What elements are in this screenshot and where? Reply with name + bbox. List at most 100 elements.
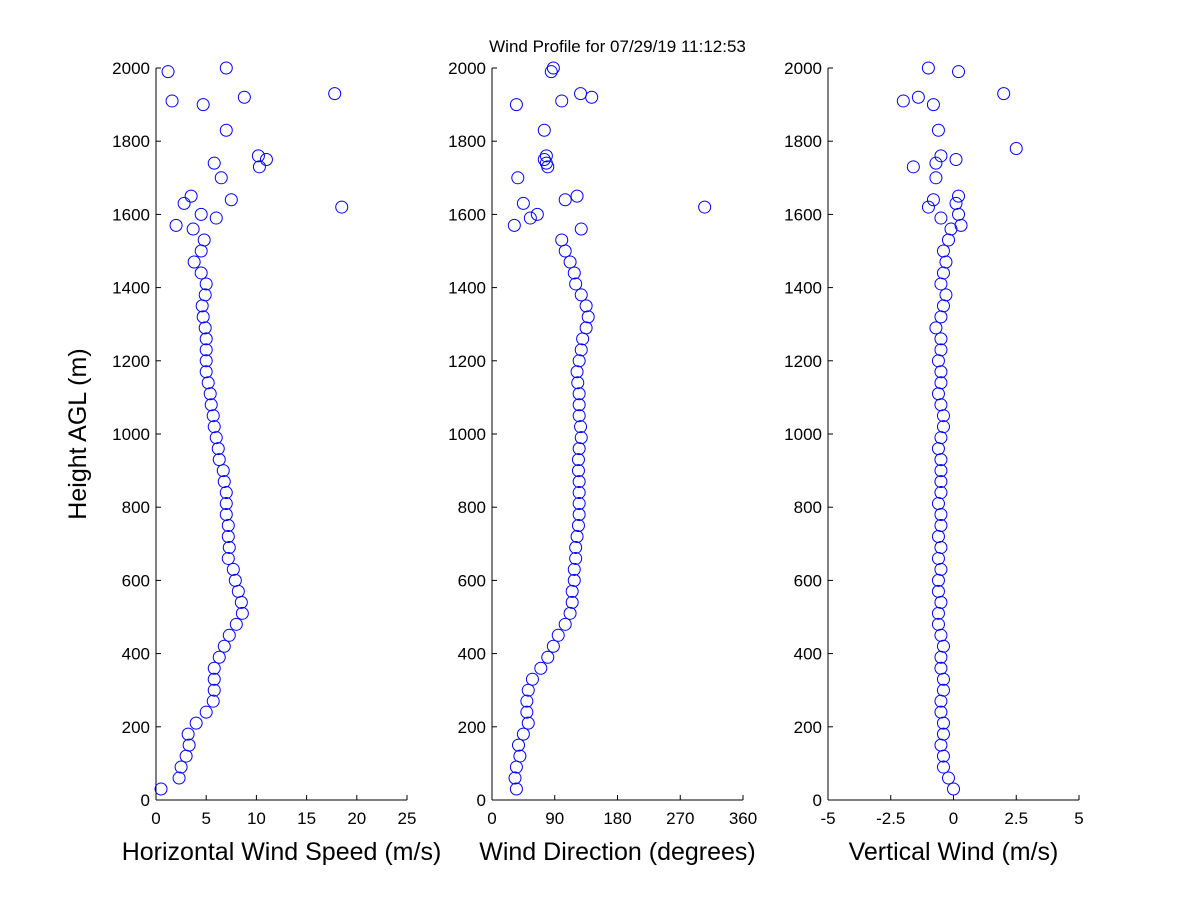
data-point [541, 650, 555, 664]
data-point [934, 464, 948, 478]
data-point [169, 218, 183, 232]
data-point [563, 255, 577, 269]
data-point [569, 540, 583, 554]
data-point [509, 98, 523, 112]
data-point [539, 156, 553, 170]
data-point [936, 420, 950, 434]
data-point [574, 343, 588, 357]
data-point [206, 409, 220, 423]
x-axis-label: Wind Direction (degrees) [479, 838, 756, 866]
data-point [194, 244, 208, 258]
data-point [906, 160, 920, 174]
data-point [229, 617, 243, 631]
x-tick-label: 90 [545, 809, 564, 828]
data-point [186, 222, 200, 236]
data-point [1009, 142, 1023, 156]
data-point [896, 94, 910, 108]
data-point [520, 705, 534, 719]
y-tick-label: 1800 [448, 132, 486, 151]
data-point [516, 196, 530, 210]
data-point [211, 442, 225, 456]
y-tick-label: 400 [794, 645, 822, 664]
data-point [525, 672, 539, 686]
x-tick-label: 10 [247, 809, 266, 828]
data-point [521, 683, 535, 697]
data-point [217, 475, 231, 489]
data-point [252, 160, 266, 174]
data-point [936, 749, 950, 763]
data-point [936, 672, 950, 686]
data-point [571, 464, 585, 478]
data-point [509, 760, 523, 774]
data-point [194, 207, 208, 221]
data-point [929, 171, 943, 185]
data-point [546, 639, 560, 653]
data-point [934, 540, 948, 554]
y-tick-label: 2000 [784, 59, 822, 78]
y-tick-label: 1200 [448, 352, 486, 371]
data-point [934, 694, 948, 708]
data-point [558, 244, 572, 258]
data-point [328, 87, 342, 101]
data-point [563, 606, 577, 620]
x-tick-label: 25 [398, 809, 417, 828]
data-point [934, 453, 948, 467]
data-point [182, 738, 196, 752]
y-tick-label: 1400 [448, 279, 486, 298]
data-point [259, 153, 273, 166]
y-tick-label: 0 [477, 791, 486, 810]
data-point [934, 519, 948, 532]
x-tick-label: 0 [949, 809, 958, 828]
data-point [199, 705, 213, 719]
y-tick-label: 1400 [784, 279, 822, 298]
data-point [221, 551, 235, 565]
data-point [572, 398, 586, 412]
data-point [219, 61, 233, 75]
data-point [511, 738, 525, 752]
y-tick-label: 400 [122, 645, 150, 664]
data-point [187, 255, 201, 269]
data-point [921, 61, 935, 75]
data-point [513, 749, 527, 763]
y-tick-label: 1400 [112, 279, 150, 298]
y-tick-label: 800 [458, 498, 486, 517]
data-point [931, 529, 945, 543]
y-tick-label: 1600 [112, 205, 150, 224]
data-point [196, 310, 210, 324]
y-tick-label: 2000 [112, 59, 150, 78]
data-point [934, 149, 948, 163]
data-point [934, 595, 948, 609]
data-point [546, 61, 560, 75]
data-point [534, 661, 548, 675]
data-point [206, 694, 220, 708]
data-point [936, 760, 950, 774]
data-point [574, 420, 588, 434]
data-point [181, 727, 195, 741]
data-point [565, 584, 579, 598]
y-tick-label: 200 [122, 718, 150, 737]
data-point [934, 705, 948, 719]
data-point [199, 277, 213, 291]
y-tick-label: 1200 [784, 352, 822, 371]
data-point [931, 551, 945, 565]
data-point [931, 617, 945, 631]
data-point [571, 376, 585, 390]
data-point [555, 233, 569, 247]
data-point [926, 98, 940, 112]
data-point [934, 277, 948, 291]
data-point [936, 299, 950, 313]
data-point [558, 617, 572, 631]
data-point [212, 650, 226, 664]
data-point [576, 332, 590, 346]
data-point [507, 218, 521, 232]
data-point [197, 233, 211, 247]
data-point [934, 310, 948, 324]
data-point [219, 508, 233, 522]
data-point [567, 266, 581, 280]
data-point [934, 486, 948, 500]
data-point [177, 196, 191, 210]
y-tick-label: 0 [813, 791, 822, 810]
data-point [952, 189, 966, 203]
data-point [172, 771, 186, 785]
data-point [216, 464, 230, 478]
